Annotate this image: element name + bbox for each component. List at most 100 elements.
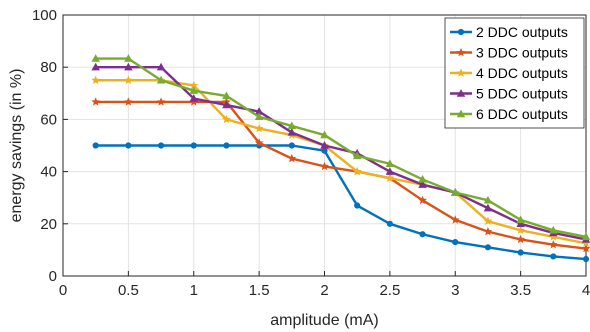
- x-axis-label: amplitude (mA): [270, 312, 378, 329]
- series-5: [91, 54, 590, 241]
- legend-label: 4 DDC outputs: [476, 65, 568, 81]
- legend-item: 4 DDC outputs: [450, 65, 568, 81]
- data-point: [352, 167, 362, 176]
- data-point: [91, 75, 101, 84]
- data-point: [385, 173, 395, 182]
- series-1: [92, 142, 590, 263]
- data-point: [288, 142, 295, 149]
- data-point: [124, 62, 133, 71]
- data-point: [516, 215, 525, 224]
- data-point: [483, 227, 493, 236]
- y-tick-label: 20: [40, 216, 57, 233]
- data-point: [418, 175, 427, 183]
- data-point: [320, 130, 329, 139]
- data-point: [156, 62, 166, 71]
- data-point: [581, 232, 590, 241]
- y-tick-label: 40: [40, 164, 57, 181]
- data-point: [124, 97, 133, 106]
- legend-item: 2 DDC outputs: [450, 24, 568, 40]
- data-point: [156, 75, 166, 84]
- data-point: [189, 94, 198, 102]
- legend-item: 3 DDC outputs: [450, 45, 568, 61]
- data-point: [386, 220, 393, 227]
- legend: 2 DDC outputs 3 DDC outputs 4 DDC outputs 5…: [444, 17, 585, 129]
- data-point: [287, 153, 297, 163]
- data-point: [287, 121, 297, 130]
- data-point: [157, 142, 165, 149]
- data-point: [483, 195, 493, 204]
- legend-marker: [456, 89, 466, 97]
- data-point: [419, 231, 426, 238]
- data-point: [254, 138, 264, 147]
- x-tick-label: 1: [190, 282, 198, 299]
- y-tick-label: 60: [40, 111, 57, 128]
- data-point: [483, 216, 493, 225]
- data-point: [222, 100, 231, 109]
- data-point: [549, 225, 558, 234]
- x-tick-label: 1.5: [249, 282, 270, 299]
- y-tick-label: 80: [40, 59, 57, 76]
- data-point: [189, 86, 198, 94]
- data-point: [124, 75, 133, 84]
- data-point: [125, 142, 132, 149]
- series-2: [91, 97, 590, 253]
- legend-item: 5 DDC outputs: [450, 86, 568, 102]
- x-tick-label: 0: [59, 282, 67, 299]
- data-point: [156, 97, 166, 106]
- legend-label: 3 DDC outputs: [476, 45, 568, 61]
- x-tick-label: 3.5: [510, 282, 531, 299]
- data-point: [287, 128, 297, 136]
- data-point: [354, 202, 361, 209]
- data-point: [321, 147, 328, 154]
- legend-marker: [456, 109, 466, 118]
- data-point: [190, 142, 197, 149]
- data-point: [548, 240, 558, 249]
- x-tick-label: 3: [451, 282, 459, 299]
- x-tick-label: 4: [582, 282, 590, 299]
- data-point: [385, 159, 395, 167]
- data-point: [91, 62, 100, 71]
- legend-marker: [457, 28, 465, 36]
- data-point: [581, 244, 590, 253]
- data-point: [320, 141, 329, 149]
- data-point: [450, 215, 460, 224]
- data-point: [91, 97, 101, 106]
- data-point: [418, 195, 427, 205]
- data-point: [484, 244, 492, 251]
- y-axis-label: energy savings (in %): [8, 69, 25, 223]
- data-point: [92, 142, 99, 149]
- data-point: [516, 234, 525, 244]
- data-point: [516, 225, 525, 235]
- legend-marker: [456, 68, 466, 77]
- y-tick-label: 0: [49, 268, 57, 285]
- x-tick-label: 0.5: [118, 282, 139, 299]
- data-point: [124, 54, 133, 62]
- data-point: [385, 167, 395, 175]
- y-tick-label: 100: [32, 7, 57, 24]
- data-point: [254, 123, 264, 133]
- data-point: [517, 249, 524, 256]
- data-point: [483, 203, 493, 212]
- legend-item: 6 DDC outputs: [450, 106, 568, 122]
- data-point: [320, 161, 329, 171]
- series-group: [91, 54, 590, 263]
- data-point: [91, 54, 100, 62]
- data-point: [254, 112, 264, 121]
- data-point: [452, 238, 459, 246]
- legend-label: 6 DDC outputs: [476, 106, 568, 122]
- data-point: [222, 91, 231, 100]
- series-line: [95, 57, 587, 239]
- legend-label: 5 DDC outputs: [476, 86, 568, 102]
- data-point: [451, 188, 460, 196]
- data-point: [223, 142, 230, 149]
- x-tick-label: 2: [320, 282, 328, 299]
- series-line: [95, 100, 587, 250]
- data-point: [352, 151, 362, 160]
- data-point: [222, 114, 231, 124]
- data-point: [582, 255, 590, 263]
- legend-marker: [456, 47, 466, 57]
- series-line: [95, 65, 587, 241]
